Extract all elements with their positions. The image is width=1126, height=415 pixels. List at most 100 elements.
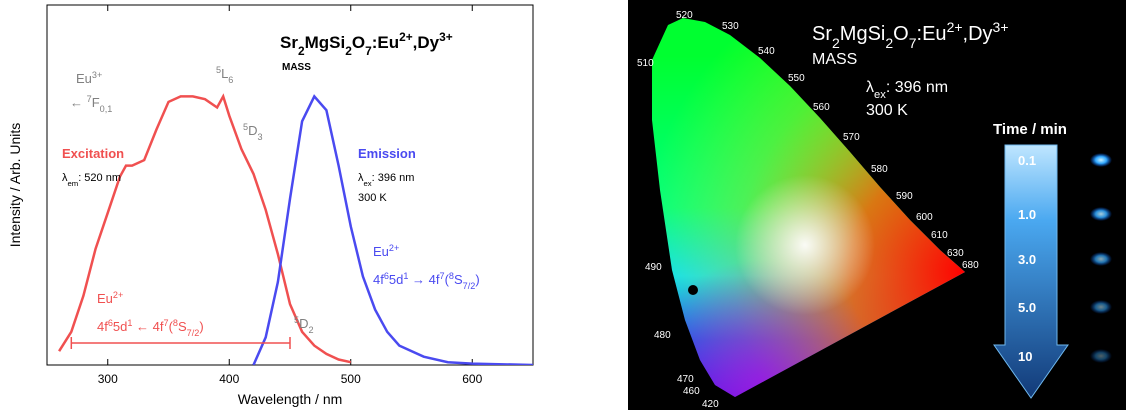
text-part: F <box>92 95 100 110</box>
afterglow-sample <box>1090 153 1112 167</box>
text-part: :Eu <box>372 33 399 52</box>
text-part: Emission <box>358 146 416 161</box>
afterglow-sample <box>1090 300 1112 314</box>
text-part: ) <box>199 319 203 334</box>
supscript: 2+ <box>113 290 123 300</box>
supscript: 1 <box>403 271 408 281</box>
annotation: λex: 396 nm <box>866 79 948 101</box>
text-part: L <box>221 66 228 81</box>
subscript: 7/2 <box>187 328 200 338</box>
text-part: 4f <box>373 272 384 287</box>
afterglow-sample <box>1090 349 1112 363</box>
text-part: Sr <box>812 23 832 45</box>
supscript: 3+ <box>439 30 453 44</box>
supscript: 2+ <box>389 243 399 253</box>
wavelength-label: 480 <box>654 330 671 341</box>
annotation: 300 K <box>866 102 908 119</box>
time-label: 0.1 <box>1018 153 1036 168</box>
annotation: λem: 520 nm <box>62 172 121 188</box>
annotation: ← 7F0,1 <box>70 94 112 114</box>
text-part: λ <box>866 79 874 96</box>
text-part: ) <box>475 272 479 287</box>
supscript: 5 <box>294 315 299 325</box>
wavelength-label: 600 <box>916 212 933 223</box>
data-line <box>58 93 352 364</box>
wavelength-label: 570 <box>843 132 860 143</box>
annotation: 5D3 <box>243 122 263 142</box>
text-part: λ <box>358 172 364 184</box>
subscript: 7 <box>909 35 917 51</box>
text-part: D <box>299 316 308 331</box>
annotation: 5L6 <box>216 65 233 85</box>
annotation: Eu3+ <box>76 70 102 86</box>
supscript: 6 <box>384 271 389 281</box>
wavelength-label: 630 <box>947 248 964 259</box>
supscript: 3+ <box>993 19 1009 35</box>
text-part: Sr <box>280 33 298 52</box>
wavelength-label: 580 <box>871 164 888 175</box>
supscript: 8 <box>449 271 454 281</box>
subscript: 7/2 <box>463 281 476 291</box>
text-part: λ <box>62 172 68 184</box>
time-label: 5.0 <box>1018 300 1036 315</box>
subscript: ex <box>874 89 886 101</box>
text-part: 300 K <box>866 102 908 119</box>
subscript: 6 <box>228 75 233 85</box>
subscript: 2 <box>885 35 893 51</box>
text-part: :Eu <box>917 23 947 45</box>
time-arrow <box>993 144 1069 399</box>
text-part: S <box>178 319 187 334</box>
text-part: ← 4f <box>132 319 163 334</box>
chromaticity-overlay <box>652 18 965 397</box>
text-part: : 396 nm <box>372 172 415 184</box>
supscript: 1 <box>127 318 132 328</box>
text-part: ← <box>70 95 87 110</box>
x-tick-label: 300 <box>98 372 118 386</box>
text-part: Excitation <box>62 146 124 161</box>
supscript: 8 <box>173 318 178 328</box>
supscript: 3+ <box>92 70 102 80</box>
chart-subtitle: MASS <box>282 62 311 73</box>
text-part: O <box>893 23 909 45</box>
y-axis-label: Intensity / Arb. Units <box>7 123 23 248</box>
supscript: 6 <box>108 318 113 328</box>
text-part: → 4f <box>408 272 439 287</box>
wavelength-label: 680 <box>962 260 979 271</box>
wavelength-label: 550 <box>788 73 805 84</box>
text-part: Eu <box>76 71 92 86</box>
wavelength-label: 610 <box>931 230 948 241</box>
text-part: : 396 nm <box>886 79 948 96</box>
annotation: 5D2 <box>294 315 314 335</box>
wavelength-label: 540 <box>758 46 775 57</box>
text-part: O <box>352 33 365 52</box>
wavelength-label: 530 <box>722 21 739 32</box>
text-part: 4f <box>97 319 108 334</box>
x-tick-label: 400 <box>219 372 239 386</box>
subscript: ex <box>364 179 372 188</box>
text-part: 5d <box>113 319 127 334</box>
text-part: ,Dy <box>963 23 993 45</box>
annotation: 4f65d1 → 4f7(8S7/2) <box>373 271 480 291</box>
text-part: 300 K <box>358 192 387 204</box>
subscript: 2 <box>308 325 313 335</box>
annotation: Eu2+ <box>373 243 399 259</box>
wavelength-label: 560 <box>813 102 830 113</box>
wavelength-label: 420 <box>702 399 719 410</box>
time-label: 3.0 <box>1018 252 1036 267</box>
x-tick-label: 600 <box>462 372 482 386</box>
subscript: 2 <box>345 44 352 58</box>
wavelength-label: 490 <box>645 262 662 273</box>
text-part: MgSi <box>305 33 346 52</box>
text-part: Eu <box>97 291 113 306</box>
plot-frame <box>46 4 534 366</box>
text-part: ( <box>445 272 450 287</box>
supscript: 5 <box>243 122 248 132</box>
supscript: 7 <box>440 271 445 281</box>
chromaticity-point <box>688 285 698 295</box>
subscript: 2 <box>832 35 840 51</box>
annotation: Emission <box>358 146 416 161</box>
wavelength-label: 590 <box>896 191 913 202</box>
wavelength-label: 470 <box>677 374 694 385</box>
text-part: ( <box>169 319 174 334</box>
subscript: em <box>68 179 79 188</box>
